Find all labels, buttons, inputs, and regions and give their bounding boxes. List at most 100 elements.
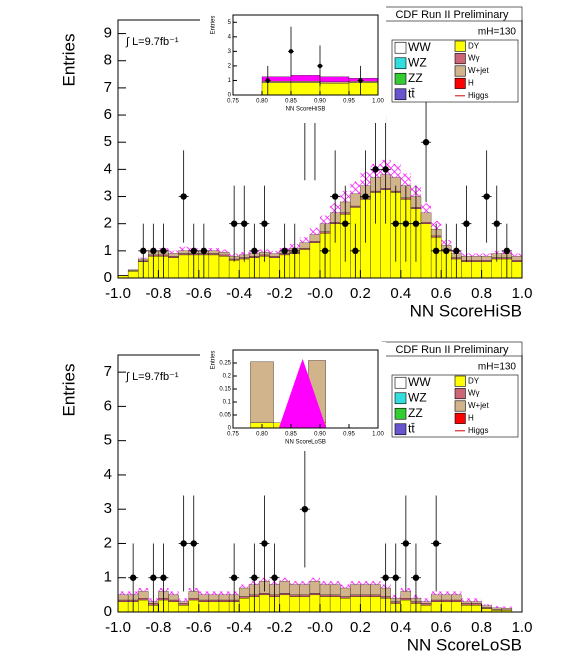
- data-point: [443, 247, 450, 255]
- data-point: [190, 540, 197, 547]
- legend-label: Higgs: [468, 91, 488, 100]
- x-tick-label: 1.0: [512, 619, 533, 636]
- histogram-bar: [239, 596, 250, 599]
- x-tick-label: 0.8: [471, 619, 492, 636]
- histogram-bar: [481, 256, 492, 261]
- y-tick-label: 1: [104, 569, 112, 586]
- histogram-bar: [441, 591, 452, 595]
- histogram-bar: [239, 584, 250, 589]
- legend-label: WW: [408, 40, 431, 54]
- histogram-bar: [208, 591, 219, 595]
- x-tick-label: 0.6: [431, 285, 452, 302]
- x-axis-title: NN ScoreHiSB: [410, 301, 522, 320]
- histogram-bar: [309, 581, 321, 594]
- x-tick-label: 0.2: [350, 285, 371, 302]
- y-tick-label: 4: [228, 34, 232, 40]
- y-tick-label: 1: [104, 242, 112, 259]
- y-tick-label: 4: [104, 160, 112, 177]
- histogram-bar: [269, 250, 280, 254]
- histogram-bar: [319, 83, 350, 96]
- histogram-bar: [208, 601, 220, 613]
- histogram-bar: [309, 577, 320, 582]
- data-point: [362, 193, 369, 200]
- histogram-bar: [117, 599, 129, 602]
- histogram-bar: [259, 594, 270, 613]
- legend-label: tt̄: [408, 421, 415, 435]
- data-point: [412, 220, 420, 227]
- histogram-bar: [299, 584, 311, 596]
- histogram-bar: [421, 598, 432, 602]
- data-point: [382, 574, 389, 581]
- histogram-bar: [481, 260, 492, 262]
- data-point: [358, 78, 363, 83]
- legend-swatch: [394, 88, 407, 101]
- histogram-bar: [239, 587, 250, 597]
- x-tick-label: -0.2: [267, 619, 293, 636]
- histogram-bar: [461, 598, 472, 602]
- histogram-bar: [319, 76, 350, 83]
- histogram-bar: [279, 581, 290, 594]
- data-point: [150, 574, 157, 581]
- y-tick-label: 0.2: [223, 374, 232, 380]
- histogram-bar: [188, 591, 199, 599]
- histogram-bar: [299, 581, 310, 585]
- histogram-bar: [348, 81, 379, 83]
- chart-title: CDF Run II Preliminary: [395, 344, 509, 356]
- histogram-bar: [198, 601, 210, 613]
- histogram-bar: [420, 212, 432, 223]
- histogram-bar: [370, 594, 381, 597]
- legend-swatch: [454, 40, 466, 52]
- histogram-bar: [239, 598, 250, 613]
- histogram-bar: [350, 581, 361, 585]
- histogram-bar: [208, 253, 220, 256]
- histogram-bar: [219, 591, 230, 595]
- histogram-bar: [451, 601, 462, 613]
- histogram-bar: [218, 254, 230, 257]
- histogram-bar: [168, 253, 179, 257]
- histogram-bar: [400, 598, 412, 601]
- legend-swatch: [454, 412, 466, 424]
- histogram-bar: [319, 584, 331, 596]
- y-tick-label: 0: [104, 269, 112, 286]
- histogram-bar: [178, 250, 189, 254]
- histogram-bar: [320, 581, 331, 585]
- histogram-bar: [198, 591, 209, 595]
- legend-label: W+jet: [468, 66, 489, 75]
- x-tick-label: 0.4: [390, 285, 411, 302]
- histogram-bar: [329, 594, 341, 597]
- histogram-bar: [471, 261, 482, 279]
- histogram-bar: [471, 253, 482, 257]
- legend-swatch: [454, 388, 466, 400]
- plot-frame: [232, 14, 379, 96]
- histogram-bar: [461, 601, 472, 604]
- data-point: [483, 193, 490, 200]
- data-point: [291, 247, 298, 255]
- x-axis-title: NN ScoreLoSB: [285, 440, 326, 446]
- histogram-bar: [299, 594, 311, 597]
- histogram-bar: [299, 249, 311, 279]
- legend-label: Higgs: [468, 426, 488, 435]
- mass-label: mH=130: [478, 27, 517, 38]
- y-axis-title: Entries: [59, 34, 78, 87]
- histogram-bar: [299, 596, 311, 613]
- legend-swatch: [394, 376, 407, 389]
- x-tick-label: -0.0: [307, 619, 333, 636]
- y-tick-label: 0.1: [223, 400, 232, 406]
- legend-swatch: [454, 53, 466, 65]
- data-point: [261, 220, 268, 227]
- data-point: [392, 220, 399, 227]
- x-tick-label: 0.80: [256, 432, 268, 438]
- x-tick-label: 0.85: [285, 99, 297, 105]
- histogram-bar: [299, 242, 311, 249]
- data-point: [503, 247, 511, 255]
- data-point: [140, 247, 147, 255]
- histogram-bar: [350, 594, 361, 597]
- histogram-bar: [441, 594, 452, 601]
- x-tick-label: 0.85: [285, 432, 297, 438]
- mass-label: mH=130: [478, 362, 517, 373]
- histogram-bar: [117, 601, 129, 613]
- histogram-bar: [290, 82, 321, 96]
- legend-label: WW: [408, 375, 431, 389]
- histogram-bar: [198, 599, 210, 602]
